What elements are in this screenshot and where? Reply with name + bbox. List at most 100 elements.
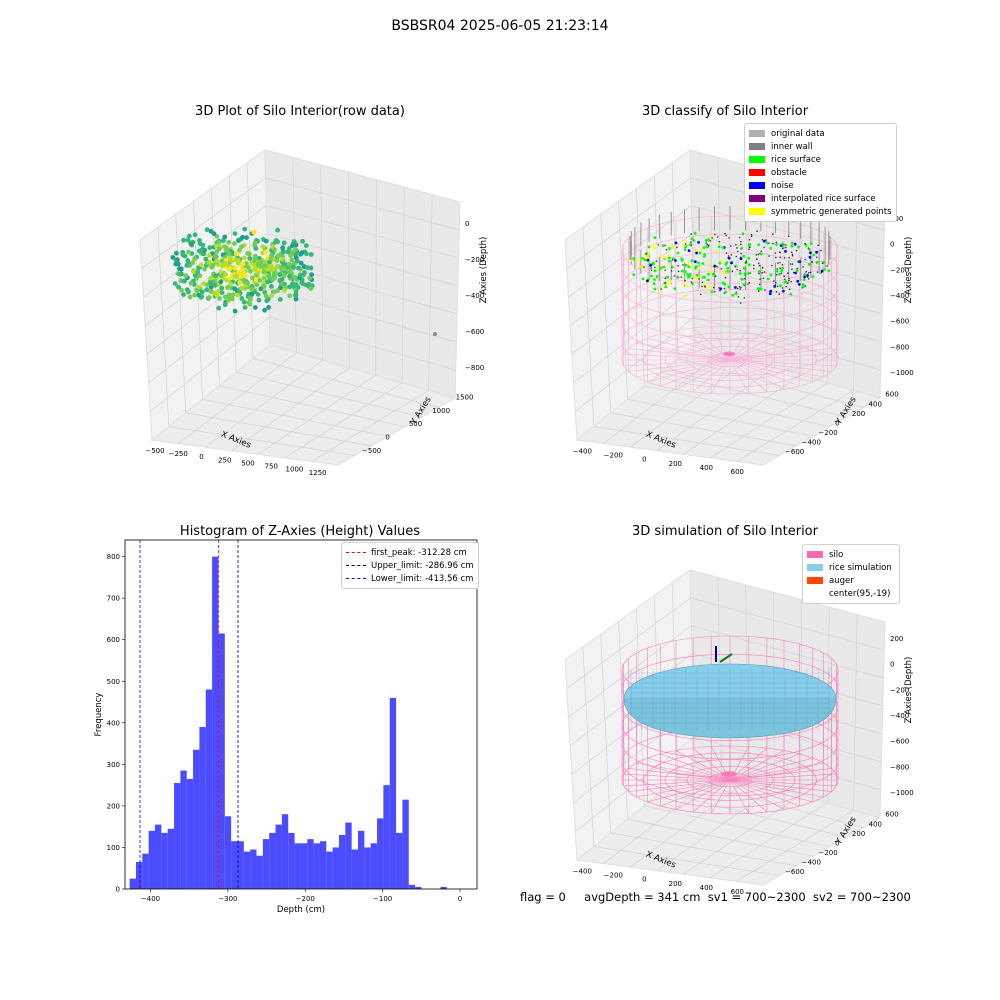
classified-point <box>730 261 733 265</box>
data-point <box>222 302 228 308</box>
classified-point <box>780 269 783 273</box>
classified-point <box>677 264 679 267</box>
classified-point <box>820 269 824 273</box>
data-point <box>212 253 218 259</box>
classified-point <box>730 254 733 256</box>
classified-point <box>807 262 811 266</box>
data-point <box>232 308 238 314</box>
panel1-title: 3D Plot of Silo Interior(row data) <box>195 104 405 119</box>
classified-point <box>728 237 730 239</box>
data-point <box>192 256 198 261</box>
x-tick-label: 0 <box>642 876 646 884</box>
data-point <box>308 286 314 291</box>
data-point <box>176 284 181 290</box>
data-point <box>222 234 228 240</box>
data-point <box>172 281 178 286</box>
data-point <box>244 235 249 240</box>
classified-point <box>786 282 789 284</box>
classified-point <box>695 251 698 255</box>
z-tick-label: −600 <box>890 318 909 326</box>
classified-point <box>779 284 782 288</box>
data-point <box>203 256 209 262</box>
legend-swatch <box>807 564 823 571</box>
data-point <box>188 280 194 286</box>
classified-point <box>703 255 706 258</box>
data-point <box>223 272 228 278</box>
data-point <box>295 258 300 264</box>
classified-point <box>765 241 769 245</box>
histogram-bar <box>332 847 339 889</box>
data-point <box>293 247 298 252</box>
classified-point <box>683 281 686 285</box>
data-point <box>230 292 236 298</box>
data-point <box>273 238 279 243</box>
classified-point <box>826 265 829 267</box>
data-point <box>228 281 233 287</box>
classified-point <box>809 242 813 245</box>
classified-point <box>706 243 709 246</box>
classified-point <box>714 233 716 236</box>
data-point <box>229 258 235 263</box>
classified-point <box>694 265 698 268</box>
panel3-histogram: −400 −300 −200 −100 0 0 100 200 300 400 500 600 700 8… <box>94 539 478 915</box>
classified-point <box>704 239 708 242</box>
classified-point <box>781 247 784 250</box>
legend-label: silo <box>829 549 844 560</box>
data-point <box>280 245 285 251</box>
legend-label: center(95,-19) <box>829 588 891 599</box>
legend-item: inner wall <box>749 140 892 153</box>
data-point <box>175 261 181 267</box>
classified-point <box>808 272 810 274</box>
classified-point <box>664 277 667 280</box>
classified-point <box>718 261 722 265</box>
classified-point <box>680 276 683 278</box>
classified-point <box>664 269 666 271</box>
classified-point <box>779 256 782 259</box>
classified-point <box>670 270 673 272</box>
y-tick-label: 0 <box>116 886 120 894</box>
classified-point <box>654 266 656 269</box>
data-point <box>232 286 238 292</box>
data-point <box>293 292 299 298</box>
data-point <box>241 299 247 305</box>
z-tick-label: −400 <box>465 292 484 300</box>
data-point <box>218 273 224 279</box>
data-point <box>180 251 186 257</box>
data-point <box>218 279 224 285</box>
data-point <box>218 269 224 275</box>
data-point <box>305 265 310 270</box>
data-point <box>286 261 292 267</box>
histogram-bar <box>364 847 371 889</box>
data-point <box>174 250 179 256</box>
y-tick-label: 500 <box>107 678 120 686</box>
data-point <box>176 266 182 271</box>
classified-point <box>725 234 727 237</box>
classified-point <box>788 279 790 282</box>
classified-point <box>671 259 674 261</box>
data-point <box>207 245 213 251</box>
classified-point <box>750 235 753 237</box>
x-tick-label: 500 <box>241 459 254 467</box>
data-point <box>236 269 242 275</box>
data-point <box>216 246 222 252</box>
classified-point <box>690 233 692 235</box>
classified-point <box>756 287 760 290</box>
classified-point <box>697 241 700 244</box>
classified-point <box>790 241 794 245</box>
classified-point <box>687 262 690 266</box>
data-point <box>247 256 253 261</box>
histogram-bar <box>180 770 187 889</box>
data-point <box>208 288 214 294</box>
classified-point <box>778 272 781 276</box>
classified-point <box>651 244 655 247</box>
histogram-bar <box>389 697 397 889</box>
data-point <box>186 249 191 255</box>
classified-point <box>703 275 706 279</box>
classified-point <box>645 255 649 259</box>
data-point <box>235 257 241 263</box>
classified-point <box>734 265 736 268</box>
data-point <box>226 296 232 301</box>
data-point <box>181 292 186 297</box>
data-point <box>272 271 278 276</box>
classified-point <box>776 285 779 288</box>
